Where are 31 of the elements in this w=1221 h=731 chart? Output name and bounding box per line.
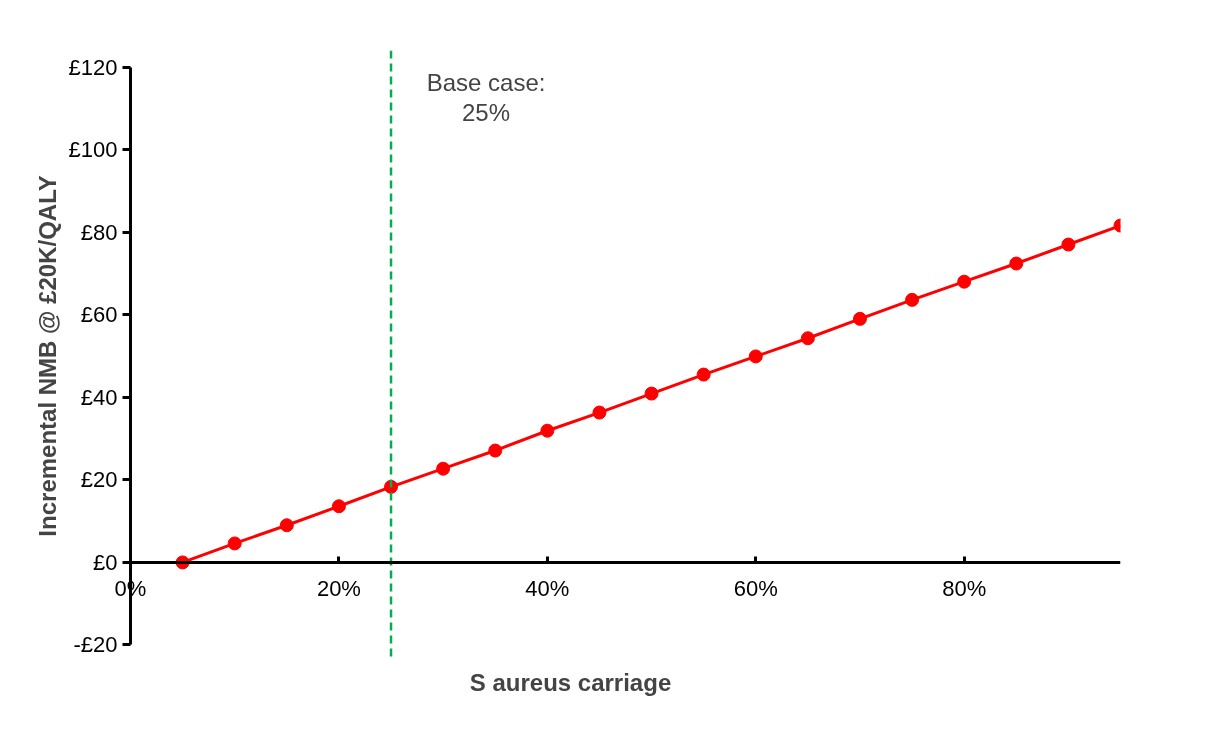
y-tick-label: £80 bbox=[80, 219, 118, 245]
point bbox=[957, 274, 972, 289]
y-tick-label: £20 bbox=[80, 467, 118, 493]
point bbox=[1009, 256, 1024, 271]
x-tick-label: 40% bbox=[525, 576, 570, 602]
point bbox=[540, 423, 555, 438]
point bbox=[331, 499, 346, 514]
y-tick-label: £60 bbox=[80, 302, 118, 328]
y-tick-label: £100 bbox=[68, 137, 118, 163]
x-tick-label: 60% bbox=[733, 576, 778, 602]
point bbox=[436, 461, 451, 476]
point bbox=[696, 367, 711, 382]
point bbox=[592, 405, 607, 420]
point bbox=[279, 518, 294, 533]
point bbox=[644, 386, 659, 401]
x-tick-label: 80% bbox=[942, 576, 987, 602]
y-tick-label: £40 bbox=[80, 384, 118, 410]
ref-line-label: Base case: 25% bbox=[426, 69, 546, 127]
y-tick-label: -£20 bbox=[73, 632, 118, 658]
point bbox=[1061, 237, 1076, 252]
y-tick-label: £120 bbox=[68, 54, 118, 80]
point bbox=[227, 536, 242, 551]
point bbox=[905, 292, 920, 307]
point bbox=[852, 311, 867, 326]
point bbox=[488, 443, 503, 458]
y-axis-title: Incremental NMB @ £20K/QALY bbox=[33, 175, 61, 537]
y-tick-label: £0 bbox=[93, 549, 118, 575]
x-axis-title: S aureus carriage bbox=[469, 668, 672, 696]
point bbox=[748, 349, 763, 364]
point bbox=[800, 331, 815, 346]
x-tick-label: 20% bbox=[316, 576, 361, 602]
